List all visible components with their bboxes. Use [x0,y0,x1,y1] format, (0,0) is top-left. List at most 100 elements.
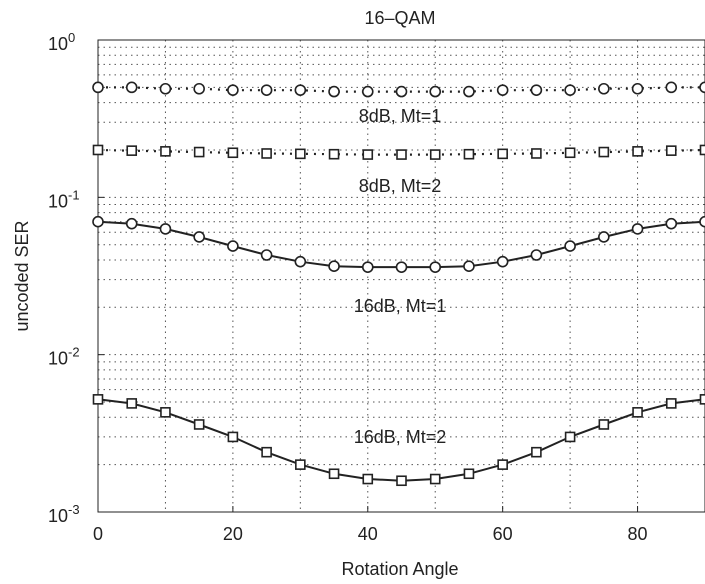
data-point-square [463,148,475,160]
plot-frame [97,39,705,513]
data-point-circle [665,217,678,230]
data-point-circle [395,85,408,98]
data-point-square [193,419,205,430]
data-point-square [564,147,576,159]
data-point-square [531,446,542,458]
data-point-square [463,468,475,480]
series-1 [92,81,705,98]
data-point-circle [193,82,205,95]
data-point-circle [665,81,678,94]
data-point-circle [328,85,340,98]
data-point-square [665,145,677,156]
data-point-circle [463,260,475,272]
data-point-square [362,473,374,485]
axes: 0 20 40 60 80 10-3 10-2 10-1 100 [48,30,648,544]
data-point-square [160,407,171,418]
data-point-circle [496,84,509,96]
data-point-circle [294,255,307,268]
x-tick-label: 20 [223,524,243,544]
data-point-square [328,468,340,480]
data-point-square [429,149,441,160]
chart-title: 16–QAM [364,8,435,28]
data-point-circle [463,85,475,98]
x-tick-label: 60 [493,524,513,544]
data-point-circle [699,81,705,94]
data-point-square [193,146,205,158]
data-point-square [295,459,306,470]
data-point-square [598,146,610,158]
data-point-square [497,459,508,470]
y-tick-label: 10-2 [48,345,80,369]
series-4 [92,394,705,487]
data-point-circle [429,85,442,98]
y-tick-label: 10-3 [48,502,80,526]
data-point-circle [125,217,138,230]
data-point-square [497,148,508,160]
data-point-square [126,398,138,409]
data-point-square [126,145,138,156]
data-point-square [261,148,272,159]
data-point-circle [598,82,610,95]
data-point-circle [227,240,239,252]
data-point-square [396,149,407,160]
data-point-circle [361,85,374,98]
data-point-square [699,394,705,405]
data-point-square [227,431,239,443]
y-axis-label: uncoded SER [12,220,32,331]
series [92,81,705,487]
data-point-circle [564,240,576,252]
data-point-square [328,148,340,160]
data-point-circle [530,84,543,96]
data-point-square [92,394,104,405]
data-point-circle [631,82,644,95]
y-tick-label: 100 [48,30,75,54]
data-point-circle [92,215,104,228]
y-tick-label: 10-1 [48,187,80,211]
data-point-square [632,146,643,157]
data-point-circle [699,215,705,228]
data-point-square [699,144,705,156]
data-point-circle [294,84,307,96]
data-point-square [295,148,306,160]
series-label: 16dB, Mt=2 [354,427,447,447]
series-label: 16dB, Mt=1 [354,296,447,316]
series-3 [92,215,705,273]
data-point-circle [530,249,543,261]
data-point-square [160,146,171,157]
data-point-circle [395,261,408,273]
data-point-circle [260,84,273,96]
x-tick-label: 40 [358,524,378,544]
data-point-circle [496,255,509,268]
data-point-square [564,431,576,443]
data-point-square [227,147,239,159]
data-point-square [632,407,643,418]
series-label: 8dB, Mt=2 [359,176,442,196]
data-point-circle [598,231,610,243]
x-tick-label: 80 [628,524,648,544]
data-point-circle [429,261,442,273]
data-point-circle [125,81,138,94]
data-point-square [665,398,677,409]
data-point-circle [328,260,340,272]
data-point-square [598,419,610,430]
data-point-circle [159,223,172,235]
series-label: 8dB, Mt=1 [359,106,442,126]
series-labels: 8dB, Mt=1 8dB, Mt=2 16dB, Mt=1 16dB, Mt=2 [354,106,447,447]
data-point-circle [564,84,576,96]
data-point-square [396,475,407,487]
data-point-circle [631,223,644,235]
data-point-circle [92,81,104,94]
data-point-square [261,446,272,458]
data-point-square [531,148,542,159]
data-point-square [429,473,441,485]
x-axis-label: Rotation Angle [341,559,458,579]
data-point-square [92,144,104,156]
data-point-circle [159,82,172,95]
data-point-circle [227,84,239,96]
data-point-circle [361,261,374,273]
data-point-circle [193,231,205,243]
data-point-circle [260,249,273,261]
data-point-square [362,149,374,160]
x-tick-label: 0 [93,524,103,544]
